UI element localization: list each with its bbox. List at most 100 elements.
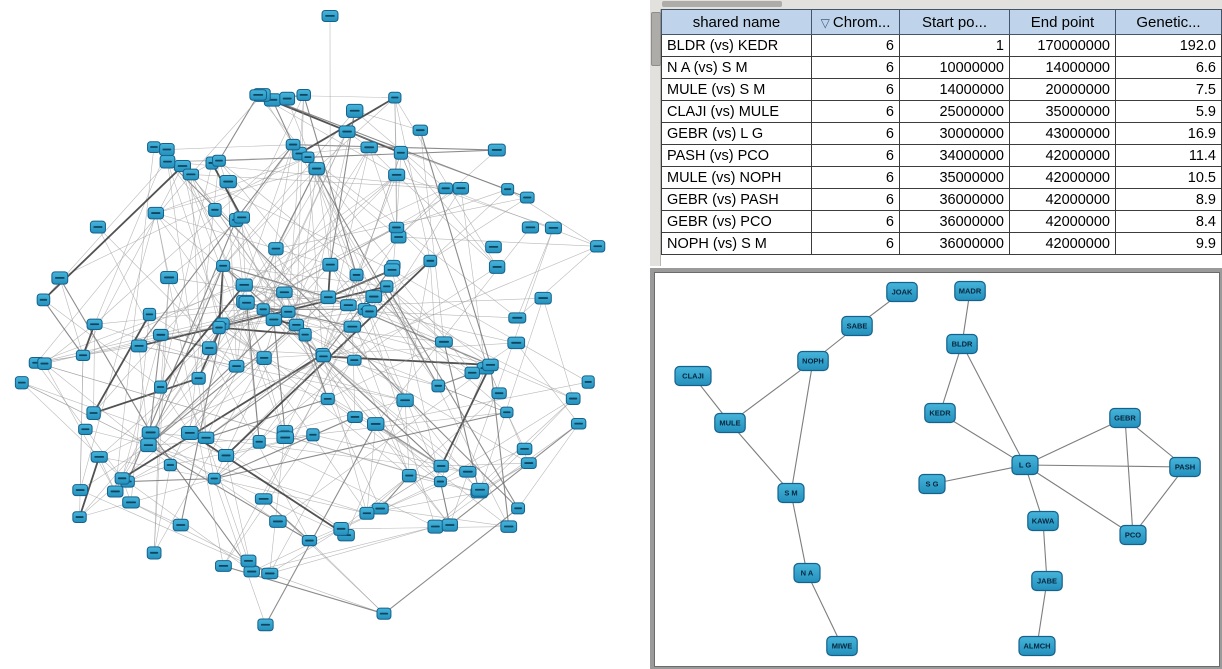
- cell-value[interactable]: 42000000: [1009, 210, 1116, 233]
- cell-value[interactable]: 6: [811, 188, 900, 211]
- network-node[interactable]: [191, 371, 206, 385]
- network-node[interactable]: [412, 124, 429, 136]
- network-node[interactable]: [333, 521, 349, 536]
- network-node[interactable]: [207, 472, 221, 485]
- cell-value[interactable]: 30000000: [899, 122, 1010, 145]
- network-node-MADR[interactable]: MADR: [954, 280, 986, 302]
- network-node[interactable]: [172, 518, 189, 532]
- network-node[interactable]: [238, 295, 255, 310]
- cell-value[interactable]: 8.9: [1115, 188, 1222, 211]
- network-node[interactable]: [72, 484, 89, 497]
- network-node[interactable]: [464, 366, 480, 380]
- cell-value[interactable]: 5.9: [1115, 100, 1222, 123]
- network-node-L G[interactable]: L G: [1011, 454, 1039, 476]
- table-row[interactable]: GEBR (vs) PASH 6 36000000 42000000 8.9: [661, 188, 1222, 211]
- network-node-PCO[interactable]: PCO: [1119, 524, 1147, 546]
- cell-value[interactable]: 7.5: [1115, 78, 1222, 101]
- network-node[interactable]: [201, 341, 217, 356]
- network-edge-JABE-ALMCH[interactable]: [1036, 580, 1048, 647]
- cell-shared-name[interactable]: PASH (vs) PCO: [661, 144, 812, 167]
- network-node[interactable]: [89, 220, 106, 234]
- cell-value[interactable]: 6: [811, 56, 900, 79]
- scrollbar-thumb[interactable]: [651, 12, 661, 66]
- network-edge-L G-PCO[interactable]: [1024, 464, 1134, 536]
- cell-value[interactable]: 9.9: [1115, 232, 1222, 255]
- cell-shared-name[interactable]: GEBR (vs) PASH: [661, 188, 812, 211]
- network-node[interactable]: [233, 211, 250, 224]
- cell-shared-name[interactable]: GEBR (vs) PCO: [661, 210, 812, 233]
- network-node[interactable]: [235, 278, 253, 292]
- network-node[interactable]: [215, 560, 232, 572]
- network-node[interactable]: [212, 154, 226, 167]
- network-node[interactable]: [243, 565, 260, 578]
- cell-value[interactable]: 36000000: [899, 232, 1010, 255]
- network-node[interactable]: [279, 91, 296, 106]
- network-node[interactable]: [452, 181, 470, 195]
- network-node-BLDR[interactable]: BLDR: [946, 333, 978, 355]
- network-edge-PASH-PCO[interactable]: [1132, 466, 1186, 536]
- network-node-JABE[interactable]: JABE: [1031, 570, 1063, 592]
- network-node[interactable]: [487, 143, 506, 157]
- network-node[interactable]: [507, 336, 526, 350]
- network-node[interactable]: [249, 89, 268, 101]
- network-node[interactable]: [208, 203, 222, 217]
- network-node[interactable]: [500, 520, 518, 533]
- network-node-KAWA[interactable]: KAWA: [1027, 510, 1059, 532]
- cell-value[interactable]: 42000000: [1009, 232, 1116, 255]
- cell-shared-name[interactable]: N A (vs) S M: [661, 56, 812, 79]
- table-row[interactable]: MULE (vs) S M 6 14000000 20000000 7.5: [661, 78, 1222, 101]
- cell-value[interactable]: 25000000: [899, 100, 1010, 123]
- cell-value[interactable]: 6: [811, 122, 900, 145]
- network-node[interactable]: [182, 168, 200, 181]
- network-node[interactable]: [359, 506, 375, 520]
- network-edge-S M-N A[interactable]: [790, 492, 808, 574]
- network-node[interactable]: [519, 191, 535, 204]
- network-node[interactable]: [423, 254, 438, 268]
- network-node[interactable]: [431, 379, 446, 393]
- cell-value[interactable]: 42000000: [1009, 166, 1116, 189]
- network-node[interactable]: [306, 428, 320, 442]
- network-node-MULE[interactable]: MULE: [714, 412, 746, 434]
- network-node[interactable]: [433, 459, 449, 473]
- network-node[interactable]: [212, 321, 226, 335]
- cell-value[interactable]: 14000000: [899, 78, 1010, 101]
- cell-value[interactable]: 6: [811, 144, 900, 167]
- network-node[interactable]: [471, 482, 489, 497]
- network-node-N A[interactable]: N A: [793, 562, 821, 584]
- scrollbar-thumb[interactable]: [662, 1, 782, 7]
- network-node[interactable]: [219, 175, 237, 189]
- network-node[interactable]: [36, 293, 51, 307]
- table-row[interactable]: NOPH (vs) S M 6 36000000 42000000 9.9: [661, 232, 1222, 255]
- network-node[interactable]: [141, 426, 160, 439]
- cell-value[interactable]: 35000000: [1009, 100, 1116, 123]
- network-node-KEDR[interactable]: KEDR: [924, 402, 956, 424]
- network-edge-GEBR-PCO[interactable]: [1124, 417, 1134, 536]
- network-node[interactable]: [376, 607, 392, 620]
- table-row[interactable]: PASH (vs) PCO 6 34000000 42000000 11.4: [661, 144, 1222, 167]
- cell-value[interactable]: 170000000: [1009, 34, 1116, 57]
- network-edge-BLDR-L G[interactable]: [961, 343, 1026, 466]
- network-node-ALMCH[interactable]: ALMCH: [1018, 635, 1056, 657]
- network-node[interactable]: [301, 151, 315, 164]
- subnetwork-canvas[interactable]: JOAK SABE NOPH CLAJI MULE S M N A MIWE MADR BLDR K…: [655, 273, 1217, 664]
- network-node[interactable]: [252, 435, 266, 449]
- network-node[interactable]: [581, 375, 595, 389]
- cell-shared-name[interactable]: MULE (vs) NOPH: [661, 166, 812, 189]
- cell-value[interactable]: 43000000: [1009, 122, 1116, 145]
- network-node[interactable]: [338, 125, 356, 138]
- table-row[interactable]: BLDR (vs) KEDR 6 1 170000000 192.0: [661, 34, 1222, 57]
- network-node[interactable]: [383, 263, 401, 277]
- network-node[interactable]: [296, 89, 311, 101]
- network-node[interactable]: [254, 493, 273, 505]
- column-header-end-point[interactable]: End point: [1009, 9, 1116, 35]
- cell-value[interactable]: 192.0: [1115, 34, 1222, 57]
- network-node[interactable]: [361, 305, 378, 318]
- network-node[interactable]: [142, 307, 157, 322]
- network-node[interactable]: [75, 349, 91, 362]
- network-node[interactable]: [276, 431, 294, 445]
- network-node[interactable]: [485, 240, 502, 254]
- network-node[interactable]: [534, 291, 552, 305]
- cell-value[interactable]: 6: [811, 78, 900, 101]
- network-node[interactable]: [308, 162, 325, 176]
- network-node[interactable]: [441, 518, 458, 532]
